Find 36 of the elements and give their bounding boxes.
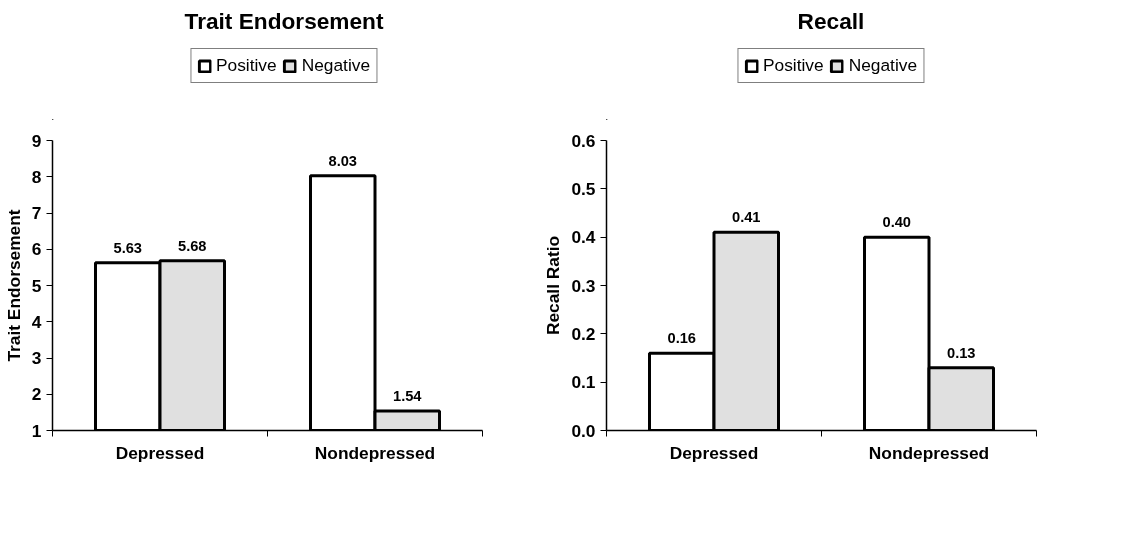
data-label: 0.41: [731, 209, 761, 226]
legend-label: Positive: [762, 55, 824, 76]
data-label: 0.16: [667, 330, 697, 347]
y-tick-label: 3: [31, 348, 42, 368]
y-tick-label: 9: [31, 130, 42, 151]
y-tick-label: 2: [31, 384, 42, 405]
data-label: 5.63: [113, 239, 143, 256]
data-label: 5.68: [177, 237, 207, 254]
y-tick-label: 7: [31, 203, 42, 223]
chart-title: Trait Endorsement: [184, 7, 384, 34]
y-tick-label: 0.3: [571, 275, 596, 296]
y-axis-title: Recall Ratio: [543, 235, 564, 336]
y-tick-label: 4: [31, 311, 42, 332]
data-label: 0.40: [882, 214, 912, 231]
x-tick-label: Depressed: [115, 442, 205, 463]
y-tick-label: 0.6: [571, 130, 596, 151]
y-tick-label: 0.1: [571, 372, 596, 393]
x-tick-label: Depressed: [669, 442, 759, 463]
y-axis-title: Trait Endorsement: [3, 209, 24, 362]
data-label: 8.03: [328, 152, 358, 169]
y-tick-label: 0.0: [571, 420, 596, 441]
y-tick-label: 6: [31, 239, 42, 260]
legend-label: Negative: [301, 55, 371, 76]
legend-label: Positive: [215, 55, 277, 76]
y-tick-label: 5: [31, 275, 42, 296]
y-tick-label: 0.5: [571, 178, 596, 199]
x-tick-label: Nondepressed: [868, 442, 990, 463]
data-label: 1.54: [392, 387, 423, 404]
legend-label: Negative: [848, 55, 918, 76]
y-tick-label: 8: [31, 166, 42, 187]
y-tick-label: 1: [31, 420, 42, 441]
chart-title: Recall: [797, 7, 865, 34]
y-tick-label: 0.2: [571, 323, 596, 344]
y-tick-label: 0.4: [571, 227, 596, 248]
x-tick-label: Nondepressed: [314, 442, 436, 463]
data-label: 0.13: [946, 344, 976, 361]
